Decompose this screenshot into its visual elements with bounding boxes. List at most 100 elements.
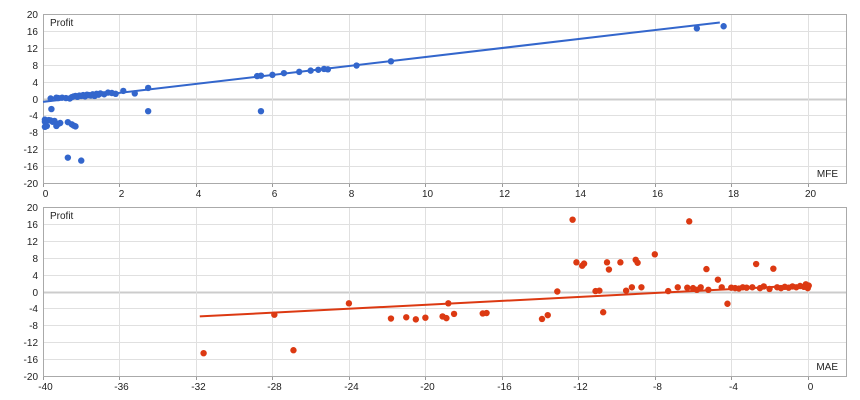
data-point[interactable] — [684, 284, 691, 291]
x-tick-label: 20 — [805, 189, 817, 200]
data-point[interactable] — [770, 265, 777, 272]
data-point[interactable] — [596, 287, 603, 294]
data-point[interactable] — [483, 309, 490, 317]
y-tick-label: 12 — [27, 44, 39, 55]
data-point[interactable] — [544, 311, 551, 319]
data-point[interactable] — [120, 87, 127, 95]
y-tick-label: -4 — [29, 111, 38, 122]
data-point[interactable] — [443, 314, 450, 322]
data-point[interactable] — [605, 266, 613, 273]
data-point[interactable] — [805, 282, 812, 289]
data-point[interactable] — [718, 284, 725, 291]
data-point[interactable] — [622, 287, 630, 294]
data-point[interactable] — [749, 284, 756, 291]
y-tick-label: 12 — [27, 237, 39, 248]
data-point[interactable] — [387, 58, 395, 65]
data-point[interactable] — [603, 259, 611, 266]
data-point[interactable] — [693, 25, 701, 32]
data-point[interactable] — [714, 276, 722, 283]
data-point[interactable] — [743, 284, 750, 291]
y-tick-label: 4 — [32, 78, 38, 89]
y-tick-label: -12 — [24, 338, 39, 349]
x-tick-label: 6 — [272, 189, 278, 200]
y-tick-label: 0 — [32, 288, 38, 299]
data-point[interactable] — [43, 122, 51, 130]
data-point[interactable] — [573, 259, 580, 266]
data-point[interactable] — [580, 260, 588, 267]
data-point[interactable] — [257, 72, 265, 79]
data-point[interactable] — [628, 284, 636, 291]
data-point[interactable] — [280, 69, 288, 77]
data-point[interactable] — [57, 119, 64, 127]
data-point[interactable] — [144, 84, 152, 92]
data-point[interactable] — [674, 284, 681, 291]
data-point[interactable] — [664, 287, 672, 295]
data-point[interactable] — [554, 288, 561, 295]
data-point[interactable] — [538, 315, 546, 323]
x-tick-label: 0 — [808, 382, 814, 393]
x-tick-label: 8 — [349, 189, 355, 200]
trendline — [199, 284, 808, 318]
plot-frame — [43, 14, 847, 184]
data-point[interactable] — [724, 300, 731, 307]
data-point[interactable] — [387, 315, 395, 322]
data-point[interactable] — [651, 251, 659, 258]
x-tick-label: -32 — [191, 382, 206, 393]
data-point[interactable] — [78, 157, 85, 164]
data-point[interactable] — [760, 283, 767, 290]
x-tick-label: -12 — [573, 382, 588, 393]
data-point[interactable] — [569, 216, 576, 223]
data-point[interactable] — [412, 316, 420, 323]
data-point[interactable] — [271, 311, 278, 318]
x-axis-label: MFE — [817, 169, 838, 180]
data-point[interactable] — [703, 265, 710, 273]
y-tick-label: -20 — [24, 179, 39, 190]
y-tick-label: 16 — [27, 220, 39, 231]
data-point[interactable] — [295, 68, 303, 76]
data-point[interactable] — [752, 260, 760, 268]
x-tick-label: 14 — [575, 189, 587, 200]
data-point[interactable] — [697, 284, 704, 291]
data-point[interactable] — [47, 95, 54, 102]
data-point[interactable] — [403, 314, 410, 321]
data-point[interactable] — [200, 349, 207, 357]
data-point[interactable] — [64, 154, 72, 161]
x-tick-label: 10 — [422, 189, 434, 200]
x-tick-label: 12 — [499, 189, 511, 200]
data-point[interactable] — [353, 62, 360, 69]
chart-panel-mfe: 20 16 12 8 4 0 -4 -8 -12 -16 -20 0 2 4 6 8 10 12 14 16 18 20 P… — [24, 10, 847, 200]
x-tick-label: 4 — [196, 189, 202, 200]
data-point[interactable] — [638, 284, 645, 291]
data-point[interactable] — [634, 259, 641, 266]
data-point[interactable] — [269, 71, 276, 79]
data-point[interactable] — [345, 300, 353, 307]
y-tick-label: 4 — [32, 271, 38, 282]
data-point[interactable] — [48, 105, 55, 113]
y-tick-label: 20 — [27, 203, 39, 214]
data-point[interactable] — [599, 309, 607, 316]
data-point[interactable] — [766, 285, 773, 293]
data-point[interactable] — [450, 310, 458, 318]
data-point[interactable] — [324, 66, 332, 73]
trendline — [42, 21, 720, 103]
data-point[interactable] — [72, 123, 79, 130]
x-tick-label: -28 — [267, 382, 282, 393]
data-point[interactable] — [720, 23, 727, 30]
y-axis-label: Profit — [50, 211, 74, 222]
data-point[interactable] — [257, 107, 265, 115]
data-point[interactable] — [445, 300, 452, 307]
data-point[interactable] — [705, 286, 712, 294]
data-point[interactable] — [422, 314, 429, 321]
data-point[interactable] — [307, 67, 314, 74]
x-tick-label: -4 — [729, 382, 738, 393]
y-tick-label: 8 — [32, 61, 38, 72]
data-point[interactable] — [144, 107, 152, 115]
data-point[interactable] — [315, 66, 322, 73]
data-point[interactable] — [290, 347, 297, 354]
data-point[interactable] — [686, 218, 693, 225]
data-point[interactable] — [112, 90, 119, 98]
y-tick-label: 0 — [32, 95, 38, 106]
data-point[interactable] — [617, 259, 624, 266]
x-tick-label: 2 — [119, 189, 125, 200]
data-point[interactable] — [131, 90, 138, 97]
